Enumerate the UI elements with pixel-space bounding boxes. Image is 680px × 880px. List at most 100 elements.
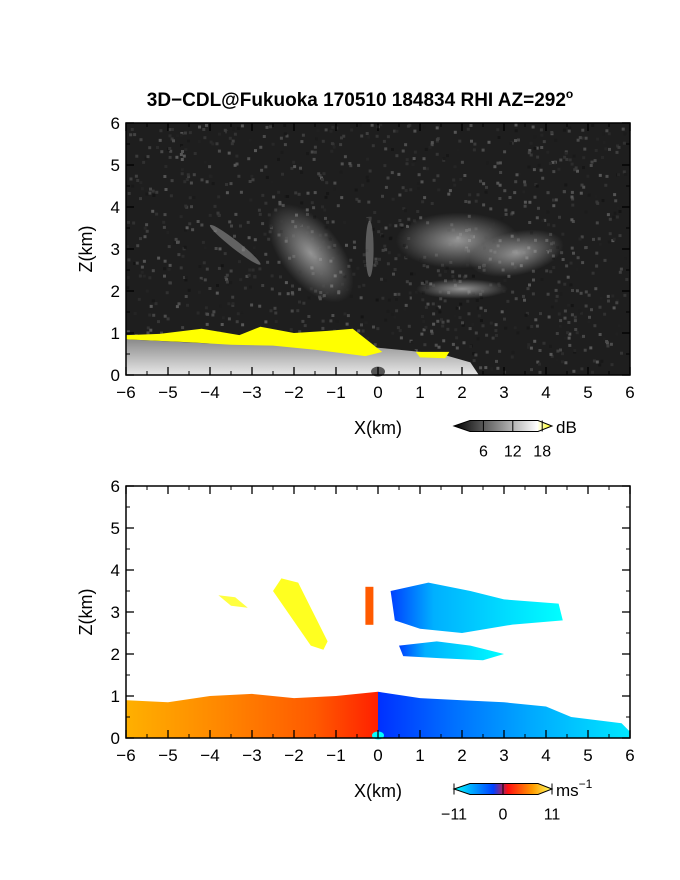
lower-layer-east xyxy=(399,641,504,661)
noise-pixel xyxy=(622,141,626,145)
velocity-xtick-label: −4 xyxy=(200,746,219,765)
noise-pixel xyxy=(360,315,364,319)
noise-pixel xyxy=(570,190,574,194)
noise-pixel xyxy=(184,275,188,279)
noise-pixel xyxy=(572,251,575,255)
noise-pixel xyxy=(229,269,233,273)
noise-pixel xyxy=(257,208,261,212)
noise-pixel xyxy=(584,246,588,249)
noise-pixel xyxy=(474,353,478,357)
noise-pixel xyxy=(496,366,500,370)
noise-pixel xyxy=(493,165,497,169)
noise-pixel xyxy=(326,192,330,196)
noise-pixel xyxy=(537,206,540,210)
intensity-ylabel: Z(km) xyxy=(76,226,96,273)
noise-pixel xyxy=(249,198,253,202)
noise-pixel xyxy=(261,222,265,226)
noise-pixel xyxy=(396,326,400,330)
noise-pixel xyxy=(413,150,417,154)
noise-pixel xyxy=(251,268,255,272)
noise-pixel xyxy=(442,157,446,161)
noise-pixel xyxy=(459,177,463,181)
saturated-cloud-base xyxy=(126,326,383,357)
noise-pixel xyxy=(142,274,146,278)
noise-pixel xyxy=(239,190,243,194)
noise-pixel xyxy=(504,208,508,212)
noise-pixel xyxy=(570,195,574,199)
noise-pixel xyxy=(613,193,617,197)
noise-pixel xyxy=(543,218,547,222)
noise-pixel xyxy=(598,363,602,367)
noise-pixel xyxy=(421,200,425,204)
noise-pixel xyxy=(130,128,134,131)
noise-pixel xyxy=(260,168,264,172)
noise-pixel xyxy=(248,180,252,183)
noise-pixel xyxy=(313,150,317,154)
noise-pixel xyxy=(391,197,395,201)
noise-pixel xyxy=(270,180,274,184)
noise-pixel xyxy=(537,163,541,167)
velocity-xtick-label: 1 xyxy=(415,746,424,765)
noise-pixel xyxy=(264,201,268,205)
noise-pixel xyxy=(541,176,545,180)
noise-pixel xyxy=(546,191,550,195)
noise-pixel xyxy=(558,215,561,219)
noise-pixel xyxy=(589,346,593,350)
noise-pixel xyxy=(264,165,268,169)
noise-pixel xyxy=(259,145,263,149)
noise-pixel xyxy=(394,224,398,228)
noise-pixel xyxy=(170,179,174,183)
noise-pixel xyxy=(476,306,480,310)
noise-pixel xyxy=(467,200,471,204)
noise-pixel xyxy=(183,245,187,249)
noise-pixel xyxy=(283,132,287,136)
noise-pixel xyxy=(393,129,396,133)
noise-pixel xyxy=(383,244,387,248)
noise-pixel xyxy=(211,182,215,186)
upper-cloud-red-column xyxy=(365,586,374,625)
noise-pixel xyxy=(380,227,384,231)
noise-pixel xyxy=(464,200,468,203)
noise-pixel xyxy=(247,273,251,277)
noise-pixel xyxy=(225,183,228,186)
noise-pixel xyxy=(601,132,605,136)
noise-pixel xyxy=(206,312,210,316)
noise-pixel xyxy=(377,230,381,234)
noise-pixel xyxy=(430,143,434,147)
noise-pixel xyxy=(528,283,531,287)
velocity-xtick-label: 5 xyxy=(583,746,592,765)
noise-pixel xyxy=(523,200,527,204)
noise-pixel xyxy=(515,173,519,177)
noise-pixel xyxy=(494,329,498,333)
noise-pixel xyxy=(550,354,554,358)
noise-pixel xyxy=(384,185,388,189)
noise-pixel xyxy=(623,293,627,297)
noise-pixel xyxy=(580,183,584,187)
noise-pixel xyxy=(277,157,280,161)
noise-pixel xyxy=(330,166,334,169)
noise-pixel xyxy=(570,304,574,308)
noise-pixel xyxy=(481,324,485,328)
noise-pixel xyxy=(350,128,354,132)
noise-pixel xyxy=(278,202,282,206)
noise-pixel xyxy=(192,173,196,177)
noise-pixel xyxy=(366,157,370,161)
noise-pixel xyxy=(534,183,538,186)
noise-pixel xyxy=(393,292,397,296)
noise-pixel xyxy=(407,324,411,328)
noise-pixel xyxy=(442,339,446,343)
noise-pixel xyxy=(386,346,390,350)
intensity-colorbar-ticks: 6 12 18 xyxy=(479,420,551,461)
noise-pixel xyxy=(583,348,587,352)
noise-pixel xyxy=(376,327,380,331)
noise-pixel xyxy=(170,128,174,131)
noise-pixel xyxy=(164,165,168,168)
noise-pixel xyxy=(601,199,605,203)
noise-pixel xyxy=(454,328,458,332)
intensity-colorbar: 6 12 18 dB xyxy=(452,418,577,461)
noise-pixel xyxy=(552,204,556,208)
noise-pixel xyxy=(589,164,593,167)
noise-pixel xyxy=(420,332,424,336)
noise-pixel xyxy=(271,142,275,146)
noise-pixel xyxy=(133,261,137,265)
